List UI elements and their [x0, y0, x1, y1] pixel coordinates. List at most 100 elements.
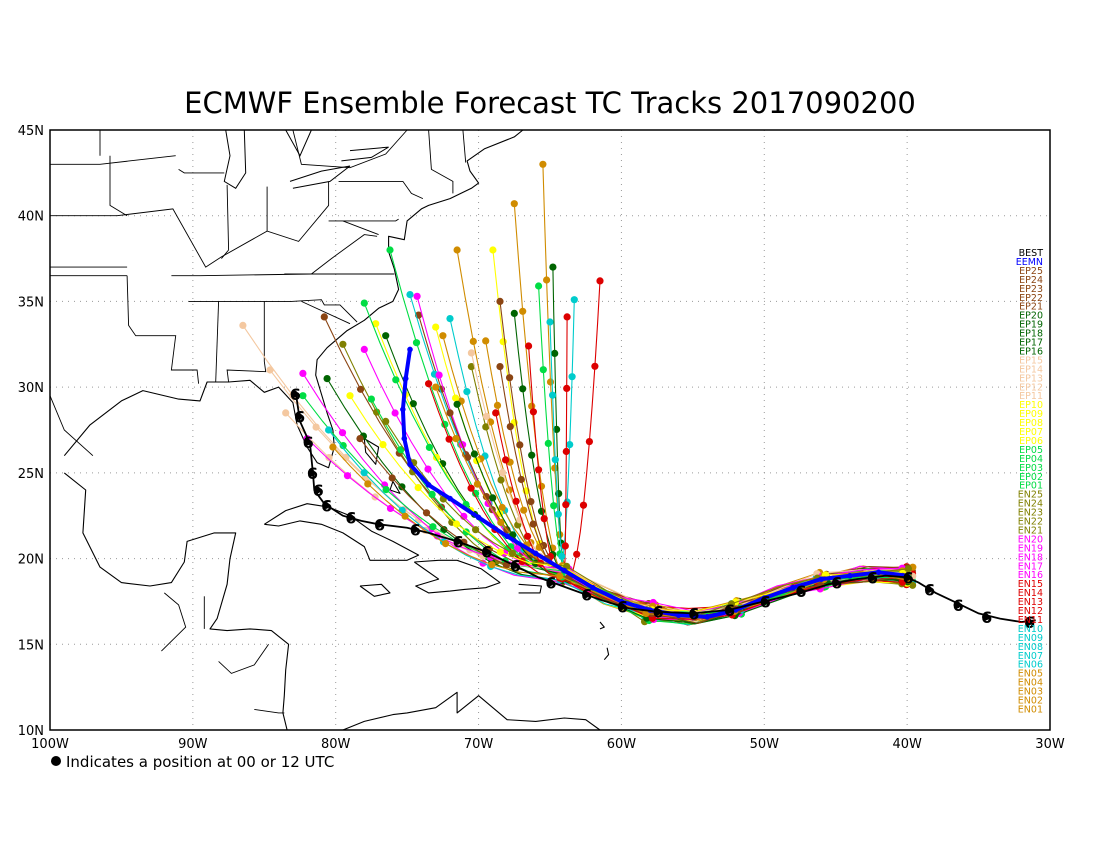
legend-entry: EEMN — [1016, 257, 1043, 268]
longitude-tick-label: 70W — [464, 737, 494, 752]
hurricane-symbol-icon: 6 — [688, 604, 699, 623]
member-position-dot — [551, 464, 559, 472]
longitude-tick-label: 60W — [607, 737, 637, 752]
border-line — [215, 301, 220, 383]
hurricane-symbol-icon: 6 — [581, 586, 592, 605]
member-position-dot — [386, 246, 394, 254]
member-position-dot — [898, 578, 907, 586]
best-track-dot — [346, 513, 354, 521]
member-position-dot — [388, 474, 396, 482]
member-position-dot — [386, 504, 395, 512]
legend-entry: EP17 — [1019, 338, 1043, 349]
member-position-dot — [506, 374, 514, 382]
member-position-dot — [554, 510, 562, 518]
member-position-dot — [356, 435, 364, 443]
latitude-tick-label: 25N — [18, 467, 44, 482]
member-position-dot — [329, 443, 337, 451]
member-position-dot — [546, 378, 555, 386]
chart-title: ECMWF Ensemble Forecast TC Tracks 201709… — [184, 86, 916, 120]
legend-entry: EP21 — [1019, 302, 1043, 313]
member-position-dot — [549, 263, 557, 271]
best-track-dot — [482, 548, 490, 556]
member-position-dot — [493, 401, 502, 409]
coastline — [603, 647, 610, 661]
legend-entry: EP20 — [1019, 311, 1043, 322]
legend-entry: EP16 — [1019, 346, 1043, 357]
member-position-dot — [391, 409, 399, 417]
ensemble-mean-dot — [847, 572, 853, 579]
hurricane-symbol-icon: 6 — [953, 596, 964, 615]
member-legend: BESTEEMNEP25EP24EP23EP22EP21EP20EP19EP18… — [1016, 248, 1044, 715]
lat-lon-grid — [50, 130, 1050, 730]
border-line — [126, 275, 200, 384]
member-position-dot — [497, 518, 505, 527]
member-position-dot — [435, 371, 443, 379]
member-position-dot — [409, 400, 417, 408]
member-position-dot — [579, 501, 588, 509]
border-line — [301, 300, 351, 325]
legend-entry: EP09 — [1019, 409, 1043, 420]
legend-entry: EP10 — [1019, 400, 1043, 411]
best-track-dot — [832, 579, 840, 587]
border-line — [428, 129, 454, 194]
best-track-dot — [982, 613, 990, 621]
member-position-dot — [472, 489, 480, 497]
member-position-dot — [442, 540, 450, 548]
member-position-dot — [496, 363, 504, 371]
hurricane-symbol-icon: 6 — [724, 601, 735, 620]
latitude-tick-label: 45N — [18, 124, 44, 139]
member-position-dot — [543, 276, 551, 284]
member-position-dot — [432, 383, 440, 391]
member-position-dot — [425, 380, 433, 388]
member-position-dot — [488, 561, 496, 569]
member-position-dot — [573, 550, 581, 558]
member-position-dot — [498, 468, 507, 477]
coastline — [518, 583, 542, 594]
best-track-dot — [303, 438, 311, 446]
border-line — [109, 155, 128, 217]
legend-entry: EP14 — [1019, 364, 1043, 375]
legend-entry: EN14 — [1018, 588, 1043, 599]
member-position-dot — [266, 366, 274, 374]
plot-frame — [49, 129, 1051, 731]
member-position-dot — [339, 340, 347, 348]
member-position-dot — [382, 486, 390, 494]
legend-entry: EN12 — [1018, 606, 1043, 617]
legend-entry: EP03 — [1019, 463, 1043, 474]
coastline — [63, 129, 524, 469]
member-position-dot — [520, 506, 528, 514]
member-position-dot — [727, 600, 736, 608]
member-position-dot — [539, 160, 547, 168]
best-track-dot — [295, 412, 303, 420]
member-position-dot — [453, 246, 461, 254]
best-track-dot — [796, 587, 804, 595]
hurricane-symbol-icon: 6 — [903, 568, 914, 587]
political-borders — [49, 129, 467, 731]
member-position-dot — [528, 451, 536, 459]
latitude-tick-label: 40N — [18, 210, 44, 225]
member-position-dot — [446, 409, 454, 417]
legend-entry: EP02 — [1019, 472, 1043, 483]
legend-entry: EN24 — [1018, 499, 1043, 510]
legend-entry: EN06 — [1018, 660, 1043, 671]
legend-entry: EN04 — [1018, 678, 1043, 689]
hurricane-symbol-icon: 6 — [795, 582, 806, 601]
member-position-dot — [413, 292, 421, 300]
longitude-tick-label: 30W — [1035, 737, 1065, 752]
hurricane-symbol-icon: 6 — [345, 508, 356, 527]
member-position-dot — [482, 423, 490, 431]
member-position-dot — [525, 342, 533, 350]
member-position-dot — [524, 532, 532, 540]
member-position-dot — [482, 412, 491, 420]
latitude-tick-label: 15N — [18, 638, 44, 653]
legend-entry: EN23 — [1018, 508, 1043, 519]
ensemble-mean-dot — [618, 598, 625, 605]
member-position-dot — [492, 409, 500, 417]
ensemble-mean-dot — [675, 612, 682, 618]
best-track-dot — [925, 585, 933, 593]
member-position-dot — [544, 439, 552, 447]
member-position-dot — [360, 345, 368, 353]
ensemble-mean-dot — [407, 461, 413, 468]
hurricane-symbol-icon: 6 — [981, 608, 992, 627]
